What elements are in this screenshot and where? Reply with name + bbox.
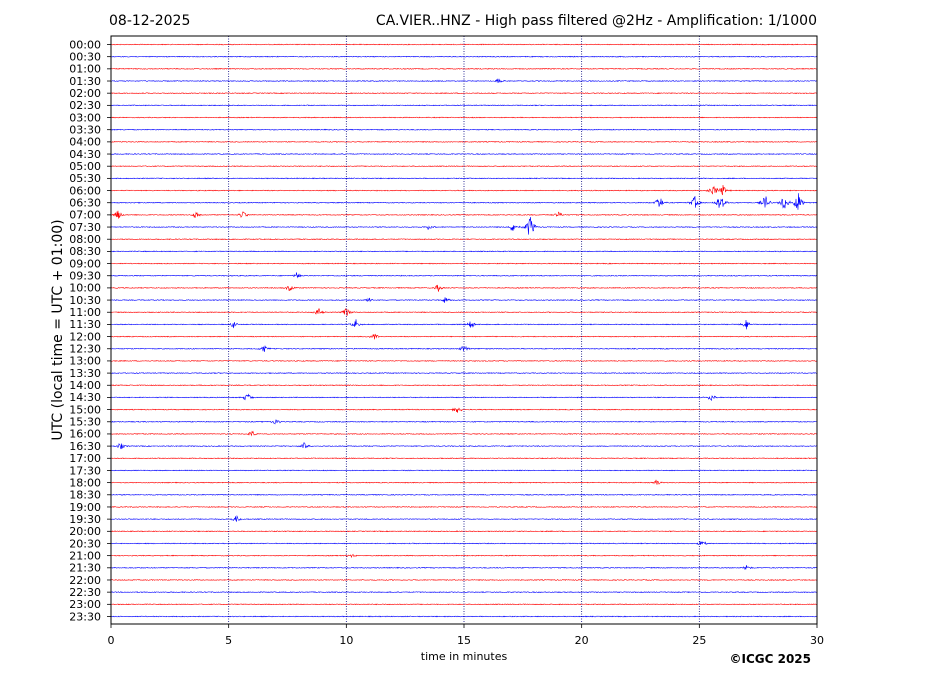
y-tick-label: 04:00 xyxy=(69,136,101,149)
y-tick-label: 06:00 xyxy=(69,184,101,197)
trace-2100 xyxy=(110,553,818,559)
y-tick-label: 15:00 xyxy=(69,403,101,416)
x-tick-label: 25 xyxy=(692,634,706,647)
y-tick-label: 05:30 xyxy=(69,172,101,185)
y-tick-label: 13:30 xyxy=(69,367,101,380)
vertical-grid xyxy=(228,36,700,624)
trace-1300 xyxy=(110,359,818,362)
trace-2130 xyxy=(110,565,818,570)
y-tick-label: 06:30 xyxy=(69,197,101,210)
trace-1830 xyxy=(110,493,818,496)
y-tick-label: 04:30 xyxy=(69,148,101,161)
trace-1800 xyxy=(110,479,818,485)
x-axis-label: time in minutes xyxy=(421,650,508,663)
trace-2200 xyxy=(110,579,818,581)
y-tick-label: 02:00 xyxy=(69,87,101,100)
x-tick-label: 10 xyxy=(339,634,353,647)
y-tick-label: 18:30 xyxy=(69,489,101,502)
trace-0530 xyxy=(110,177,818,180)
x-tick-label: 0 xyxy=(108,634,115,647)
y-tick-label: 17:30 xyxy=(69,464,101,477)
trace-0300 xyxy=(110,116,818,119)
y-tick-label: 01:00 xyxy=(69,63,101,76)
x-tick-label: 5 xyxy=(225,634,232,647)
y-tick-label: 13:00 xyxy=(69,355,101,368)
trace-0630 xyxy=(110,193,818,210)
y-tick-label: 19:30 xyxy=(69,513,101,526)
y-tick-label: 17:00 xyxy=(69,452,101,465)
y-tick-label: 22:00 xyxy=(69,574,101,587)
y-axis-label: UTC (local time = UTC + 01:00) xyxy=(50,219,66,440)
y-tick-label: 11:30 xyxy=(69,318,101,331)
y-tick-label: 05:00 xyxy=(69,160,101,173)
y-tick-label: 21:30 xyxy=(69,562,101,575)
y-tick-label: 10:00 xyxy=(69,282,101,295)
y-tick-label: 15:30 xyxy=(69,416,101,429)
y-tick-label: 16:00 xyxy=(69,428,101,441)
y-tick-label: 12:30 xyxy=(69,343,101,356)
y-tick-label: 14:30 xyxy=(69,391,101,404)
y-tick-label: 22:30 xyxy=(69,586,101,599)
x-tick-label: 30 xyxy=(810,634,824,647)
date-label: 08-12-2025 xyxy=(109,13,190,29)
y-tick-label: 03:30 xyxy=(69,123,101,136)
trace-1330 xyxy=(110,372,818,375)
trace-0230 xyxy=(110,104,818,107)
seismic-traces xyxy=(110,43,818,618)
trace-1000 xyxy=(111,284,818,292)
y-tick-label: 00:00 xyxy=(69,38,101,51)
y-tick-label: 03:00 xyxy=(69,111,101,124)
y-tick-label: 23:00 xyxy=(69,598,101,611)
trace-1730 xyxy=(110,469,818,472)
y-tick-labels: 00:0000:3001:0001:3002:0002:3003:0003:30… xyxy=(69,38,111,623)
y-tick-label: 16:30 xyxy=(69,440,101,453)
y-tick-label: 01:30 xyxy=(69,75,101,88)
y-tick-label: 00:30 xyxy=(69,50,101,63)
y-tick-label: 20:30 xyxy=(69,537,101,550)
y-tick-label: 02:30 xyxy=(69,99,101,112)
y-tick-label: 07:30 xyxy=(69,221,101,234)
y-tick-label: 12:00 xyxy=(69,330,101,343)
trace-0600 xyxy=(110,185,818,196)
y-tick-label: 20:00 xyxy=(69,525,101,538)
y-tick-label: 11:00 xyxy=(69,306,101,319)
trace-1030 xyxy=(110,297,818,303)
copyright-label: ©ICGC 2025 xyxy=(729,652,811,666)
trace-2230 xyxy=(110,591,818,594)
y-tick-label: 18:00 xyxy=(69,476,101,489)
y-tick-label: 10:30 xyxy=(69,294,101,307)
chart-title: CA.VIER..HNZ - High pass filtered @2Hz -… xyxy=(376,13,817,29)
x-tick-labels: 0 5 10 15 20 25 30 xyxy=(108,624,824,647)
trace-1400 xyxy=(110,384,818,387)
y-tick-label: 14:00 xyxy=(69,379,101,392)
x-tick-label: 20 xyxy=(575,634,589,647)
x-tick-label: 15 xyxy=(457,634,471,647)
trace-1100 xyxy=(110,308,818,316)
y-tick-label: 19:00 xyxy=(69,501,101,514)
y-tick-label: 08:00 xyxy=(69,233,101,246)
y-tick-label: 09:00 xyxy=(69,257,101,270)
y-tick-label: 23:30 xyxy=(69,610,101,623)
y-tick-label: 21:00 xyxy=(69,549,101,562)
y-tick-label: 09:30 xyxy=(69,270,101,283)
trace-1430 xyxy=(110,393,818,402)
trace-0200 xyxy=(110,92,818,95)
y-tick-label: 08:30 xyxy=(69,245,101,258)
trace-1600 xyxy=(110,430,818,437)
trace-0700 xyxy=(110,210,818,219)
y-tick-label: 07:00 xyxy=(69,209,101,222)
